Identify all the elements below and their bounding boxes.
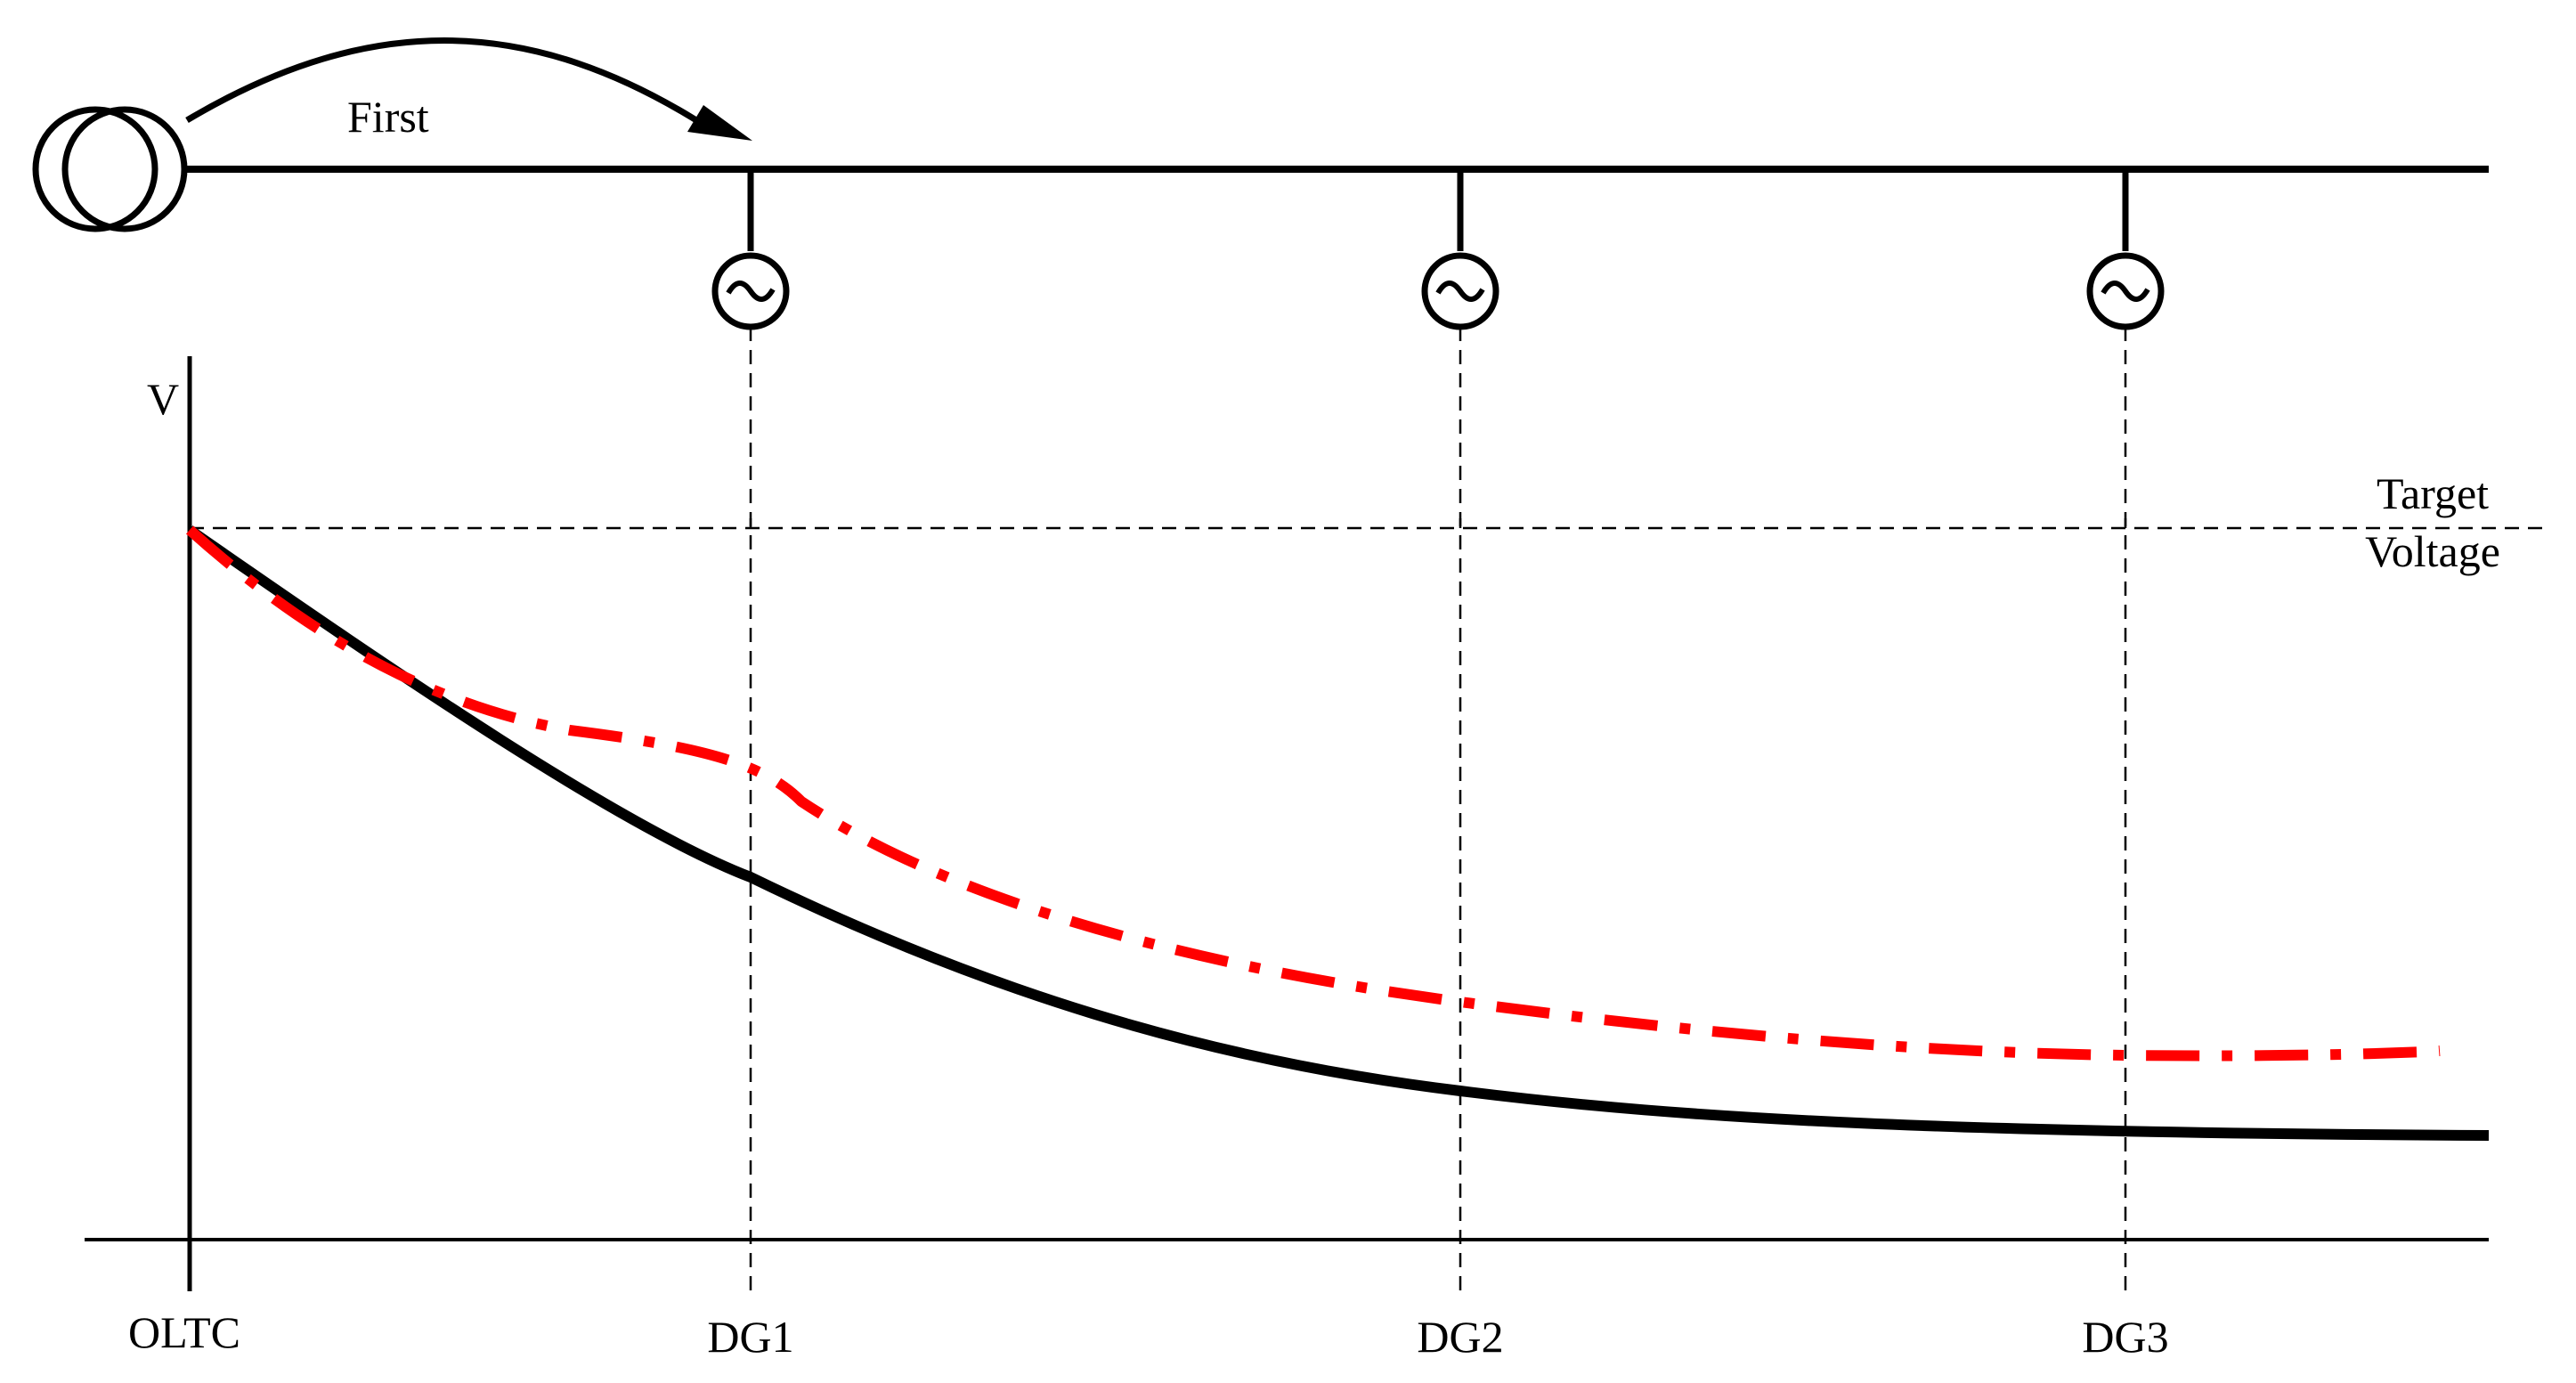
ac-generator-icon: [2086, 252, 2165, 330]
dg2-connection: [1421, 169, 1499, 330]
dg3-connection: [2086, 169, 2165, 330]
dg1-connection: [711, 169, 790, 330]
transformer-icon: [32, 106, 188, 232]
x-label-oltc: OLTC: [128, 1307, 240, 1357]
ac-generator-icon: [711, 252, 790, 330]
first-arrow: [185, 37, 705, 127]
target-voltage-label-line1: Target: [2377, 468, 2489, 518]
first-arrow-label: First: [347, 92, 429, 142]
target-line-ticks: [749, 518, 2127, 528]
ac-generator-icon: [1421, 252, 1499, 330]
y-axis-label: V: [147, 374, 179, 424]
base-voltage-profile: [186, 525, 2490, 1141]
x-label-dg1: DG1: [707, 1312, 793, 1362]
target-voltage-label-line2: Voltage: [2365, 526, 2500, 576]
dg-guide-lines: [749, 327, 2127, 1291]
first-arrow-head: [687, 105, 752, 141]
adjusted-voltage-profile: [185, 525, 2441, 1062]
x-label-dg2: DG2: [1417, 1312, 1503, 1362]
x-label-dg3: DG3: [2082, 1312, 2168, 1362]
